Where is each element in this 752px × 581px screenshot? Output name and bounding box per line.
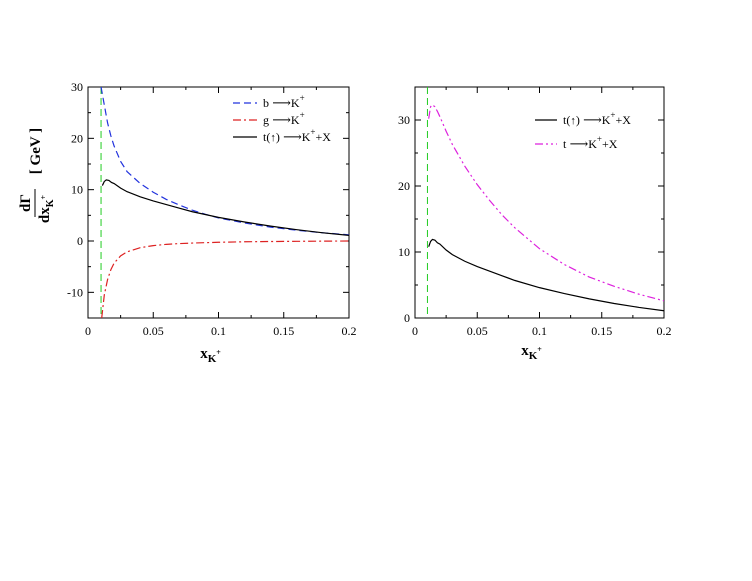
legend-label-sup: + xyxy=(597,134,602,144)
x-tick-label: 0.2 xyxy=(342,324,357,338)
legend-label-target: K xyxy=(588,137,597,151)
legend-label-prefix: t( xyxy=(263,130,270,144)
y-axis-label-denominator: dxK+ xyxy=(37,194,56,223)
legend-decay-arrow: ⟶ xyxy=(269,95,291,110)
y-axis-label-numerator: dΓ xyxy=(18,194,34,212)
legend-label: t(↑) ⟶K++X xyxy=(263,127,331,144)
legend-label-suffix: +X xyxy=(615,113,631,127)
y-tick-label: 20 xyxy=(71,131,83,145)
legend-label-target: K xyxy=(602,113,611,127)
legend-spin-arrow: ↑ xyxy=(270,132,276,144)
x-tick-label: 0.05 xyxy=(467,324,488,338)
legend-spin-arrow: ↑ xyxy=(570,115,576,127)
y-tick-label: 0 xyxy=(404,311,410,325)
y-tick-label: 20 xyxy=(398,179,410,193)
legend-label-close: ) xyxy=(576,113,580,127)
x-tick-label: 0.2 xyxy=(657,324,672,338)
x-tick-label: 0 xyxy=(412,324,418,338)
legend-label-sup: + xyxy=(610,110,615,120)
legend-label-sup: + xyxy=(300,110,305,120)
legend-label-sup: + xyxy=(300,93,305,103)
legend-label-prefix: g xyxy=(263,113,269,127)
x-axis-label-sup: + xyxy=(216,348,221,357)
x-axis-label: xK+ xyxy=(521,343,542,362)
x-tick-label: 0.05 xyxy=(143,324,164,338)
series-line-2 xyxy=(101,179,349,236)
series-line-0 xyxy=(428,238,664,312)
y-axis-label-num-text: dΓ xyxy=(18,194,34,212)
legend-label: t(↑) ⟶K++X xyxy=(563,110,631,127)
y-tick-label: 0 xyxy=(77,234,83,248)
series-line-1 xyxy=(101,240,349,318)
legend-label: b ⟶K+ xyxy=(263,93,305,110)
legend-decay-arrow: ⟶ xyxy=(280,129,302,144)
x-axis-label-sub: K xyxy=(529,350,538,362)
legend-decay-arrow: ⟶ xyxy=(269,112,291,127)
legend-label-prefix: t xyxy=(563,137,567,151)
legend-label-target: K xyxy=(291,113,300,127)
x-axis-label: xK+ xyxy=(200,346,221,365)
legend-label-suffix: +X xyxy=(602,137,618,151)
legend-label-target: K xyxy=(291,96,300,110)
legend-label-target: K xyxy=(302,130,311,144)
y-axis-label-den-text: dx xyxy=(37,207,53,223)
y-axis-label-unit: [ GeV ] xyxy=(28,128,44,174)
series-line-0 xyxy=(100,87,349,236)
x-tick-label: 0.15 xyxy=(273,324,294,338)
legend-label-prefix: t( xyxy=(563,113,570,127)
legend-label-close: ) xyxy=(276,130,280,144)
x-tick-label: 0 xyxy=(85,324,91,338)
x-axis-label-sub: K xyxy=(208,353,217,365)
y-tick-label: 30 xyxy=(398,113,410,127)
x-tick-label: 0.1 xyxy=(211,324,226,338)
series-line-1 xyxy=(428,104,664,302)
legend-decay-arrow: ⟶ xyxy=(580,112,602,127)
y-axis-label-den-sup: + xyxy=(39,194,48,199)
plot-frame xyxy=(87,86,350,319)
y-axis-label-den-sub: K xyxy=(45,199,56,207)
x-axis-label-main: x xyxy=(521,343,529,359)
y-tick-label: 10 xyxy=(398,245,410,259)
y-tick-label: 10 xyxy=(71,183,83,197)
x-tick-label: 0.15 xyxy=(591,324,612,338)
x-axis-label-sup: + xyxy=(537,345,542,354)
legend-decay-arrow: ⟶ xyxy=(566,136,588,151)
y-tick-label: -10 xyxy=(67,285,83,299)
x-tick-label: 0.1 xyxy=(532,324,547,338)
legend-label: t ⟶K++X xyxy=(563,134,618,151)
legend-label: g ⟶K+ xyxy=(263,110,305,127)
legend-label-suffix: +X xyxy=(315,130,331,144)
legend-label-prefix: b xyxy=(263,96,269,110)
legend-label-sup: + xyxy=(310,127,315,137)
x-axis-label-main: x xyxy=(200,346,208,362)
y-tick-label: 30 xyxy=(71,80,83,94)
